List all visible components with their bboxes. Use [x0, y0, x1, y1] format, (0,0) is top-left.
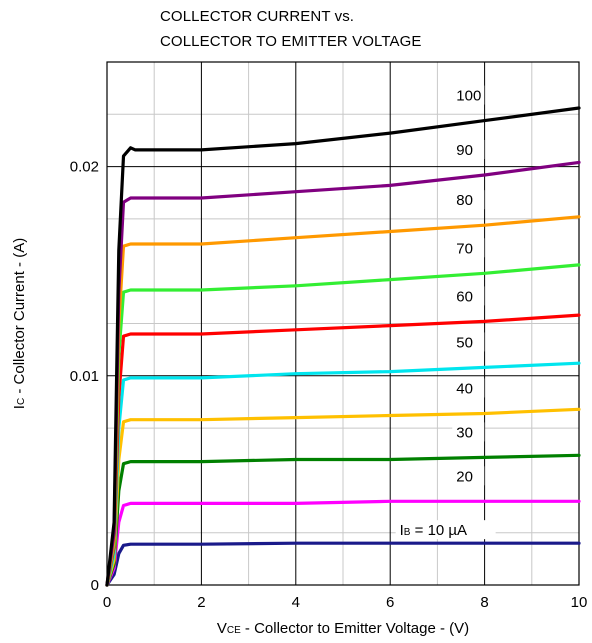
series-label-bg — [452, 332, 485, 352]
x-tick-label: 6 — [386, 594, 394, 611]
series-label: 100 — [456, 88, 481, 105]
series-label: 90 — [456, 142, 473, 159]
x-axis-label-sub: CE — [227, 625, 241, 636]
x-tick-label: 10 — [571, 594, 588, 611]
grid-minor — [107, 62, 579, 585]
y-tick-label: 0 — [91, 577, 99, 594]
series-label-bg — [452, 238, 485, 258]
x-tick-label: 4 — [292, 594, 300, 611]
y-axis-label: IC - Collector Current - (A) — [11, 238, 28, 409]
series-label: 60 — [456, 288, 473, 305]
chart-title-line-2: COLLECTOR TO EMITTER VOLTAGE — [160, 33, 422, 50]
series-line — [105, 106, 581, 587]
y-tick-label: 0.01 — [70, 368, 99, 385]
y-axis-label-rest: - Collector Current - (A) — [11, 238, 28, 398]
series-label: 50 — [456, 334, 473, 351]
series-label-bg — [395, 520, 496, 540]
series-label-bg — [452, 378, 485, 398]
x-axis-label-rest: - Collector to Emitter Voltage - (V) — [241, 620, 469, 637]
y-axis-label-main: I — [11, 405, 28, 409]
y-axis-label-sub: C — [16, 398, 27, 405]
series-lines — [105, 106, 581, 587]
series-label-bg — [452, 466, 485, 486]
series-label-bg — [452, 190, 485, 210]
plot-frame — [106, 61, 580, 586]
series-label: 40 — [456, 380, 473, 397]
x-axis-label: VCE - Collector to Emitter Voltage - (V) — [217, 620, 469, 637]
x-tick-label: 8 — [480, 594, 488, 611]
chart-title-line-1: COLLECTOR CURRENT vs. — [160, 8, 355, 25]
series-label: 80 — [456, 192, 473, 209]
series-label-bg — [452, 422, 485, 442]
series-line — [105, 541, 581, 587]
y-tick-labels: 0 0.01 0.02 — [70, 159, 99, 594]
series-labels: IB = 10 µA 20 30 40 50 60 70 80 90 100 — [395, 85, 496, 540]
x-tick-label: 0 — [103, 594, 111, 611]
x-tick-label: 2 — [197, 594, 205, 611]
x-axis-label-main: V — [217, 620, 227, 637]
y-tick-label: 0.02 — [70, 159, 99, 176]
series-label-bg — [452, 139, 485, 159]
series-label-bg — [452, 286, 485, 306]
series-label-bg — [452, 85, 485, 105]
series-label: IB = 10 µA — [400, 522, 467, 539]
series-label: 30 — [456, 424, 473, 441]
series-label: 20 — [456, 468, 473, 485]
series-label: 70 — [456, 240, 473, 257]
x-tick-labels: 0 2 4 6 8 10 — [103, 594, 588, 611]
